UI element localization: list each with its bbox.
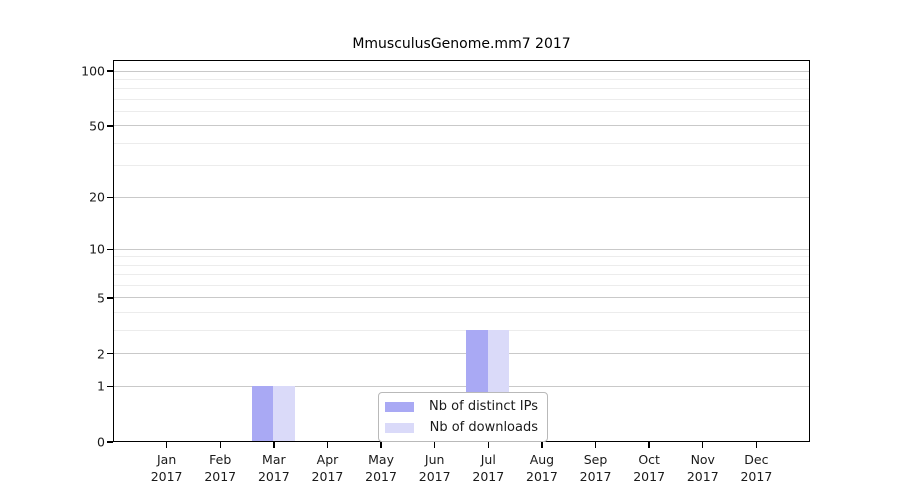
x-tick <box>433 442 436 448</box>
x-tick-label-jul: Jul 2017 <box>458 451 518 485</box>
x-tick-year: 2017 <box>311 469 344 484</box>
gridline-minor <box>114 274 809 276</box>
y-tick <box>107 385 113 387</box>
legend-swatch <box>385 422 414 433</box>
y-tick <box>107 297 113 299</box>
x-tick-year: 2017 <box>633 469 666 484</box>
gridline-minor <box>114 88 809 90</box>
x-tick-year: 2017 <box>740 469 773 484</box>
x-tick-year: 2017 <box>686 469 719 484</box>
x-tick-year: 2017 <box>257 469 290 484</box>
y-tick-label: 0 <box>97 434 105 450</box>
y-tick <box>107 352 113 355</box>
gridline-minor <box>114 165 809 167</box>
plot-area <box>113 60 810 442</box>
x-tick-month: Sep <box>583 452 608 467</box>
y-tick <box>107 125 113 127</box>
gridline-major <box>114 353 809 355</box>
gridline-major <box>114 385 809 387</box>
x-tick-month: Jun <box>424 452 445 467</box>
y-tick <box>107 248 113 250</box>
x-tick-month: Oct <box>638 452 660 467</box>
y-tick <box>107 441 113 443</box>
x-tick <box>273 442 275 448</box>
gridline-minor <box>114 142 809 144</box>
gridline-minor <box>114 256 809 258</box>
legend-label: Nb of distinct IPs <box>429 399 538 414</box>
x-tick-year: 2017 <box>472 469 505 484</box>
x-tick <box>541 442 543 448</box>
gridline-minor <box>114 312 809 314</box>
bar-downloads-mar <box>273 385 295 442</box>
y-tick-label: 20 <box>89 189 105 205</box>
x-tick-month: Aug <box>529 452 555 467</box>
y-tick-label: 5 <box>97 290 105 306</box>
x-tick-label-sep: Sep 2017 <box>566 451 626 485</box>
gridline-major <box>114 248 809 250</box>
x-tick-label-nov: Nov 2017 <box>673 451 733 485</box>
x-tick-month: Nov <box>690 452 715 467</box>
y-tick <box>107 196 113 198</box>
x-tick-label-jun: Jun 2017 <box>405 451 465 485</box>
gridline-minor <box>114 78 809 80</box>
y-tick <box>107 70 113 72</box>
gridline-minor <box>114 264 809 266</box>
legend-label: Nb of downloads <box>429 420 538 435</box>
x-tick-label-mar: Mar 2017 <box>244 451 304 485</box>
y-tick-label: 50 <box>89 118 105 134</box>
x-tick-label-feb: Feb 2017 <box>190 451 250 485</box>
x-tick-year: 2017 <box>365 469 397 484</box>
x-tick-year: 2017 <box>579 469 612 484</box>
gridline-major <box>114 70 809 72</box>
y-tick-label: 1 <box>97 378 105 394</box>
gridline-major <box>114 196 809 198</box>
legend-entry: Nb of downloads <box>385 419 538 436</box>
x-tick-month: Dec <box>744 452 769 467</box>
x-tick-month: Apr <box>316 452 339 467</box>
x-tick-label-may: May 2017 <box>351 451 411 485</box>
x-tick-year: 2017 <box>204 469 237 484</box>
x-tick-label-dec: Dec 2017 <box>726 451 786 485</box>
x-tick <box>380 442 382 448</box>
legend: Nb of distinct IPs Nb of downloads <box>378 392 548 442</box>
x-tick-month: May <box>368 452 394 467</box>
legend-entry: Nb of distinct IPs <box>385 398 538 415</box>
x-tick-label-oct: Oct 2017 <box>619 451 679 485</box>
gridline-major <box>114 125 809 127</box>
x-tick-label-aug: Aug 2017 <box>512 451 572 485</box>
y-tick-label: 2 <box>97 346 105 362</box>
x-tick <box>755 442 758 448</box>
x-tick-year: 2017 <box>526 469 558 484</box>
x-tick <box>594 442 597 448</box>
x-tick-label-apr: Apr 2017 <box>297 451 357 485</box>
x-tick-year: 2017 <box>150 469 183 484</box>
x-tick <box>219 442 221 448</box>
y-tick-label: 10 <box>89 241 105 257</box>
x-tick-month: Jan <box>156 452 177 467</box>
x-tick <box>326 442 329 448</box>
chart-title: MmusculusGenome.mm7 2017 <box>352 36 571 52</box>
bar-distinct-ips-mar <box>251 385 274 442</box>
x-tick-month: Feb <box>209 452 232 467</box>
x-tick <box>487 442 489 448</box>
x-tick-label-jan: Jan 2017 <box>137 451 197 485</box>
y-tick-label: 100 <box>81 63 105 79</box>
gridline-minor <box>114 330 809 332</box>
x-tick-month: Mar <box>262 452 286 467</box>
legend-swatch <box>385 401 414 412</box>
x-tick-year: 2017 <box>418 469 451 484</box>
x-tick <box>165 442 168 448</box>
gridline-major <box>114 297 809 299</box>
x-tick <box>648 442 650 448</box>
x-tick-month: Jul <box>480 452 496 467</box>
x-tick <box>702 442 704 448</box>
gridline-minor <box>114 285 809 287</box>
gridline-minor <box>114 111 809 113</box>
gridline-minor <box>114 98 809 100</box>
